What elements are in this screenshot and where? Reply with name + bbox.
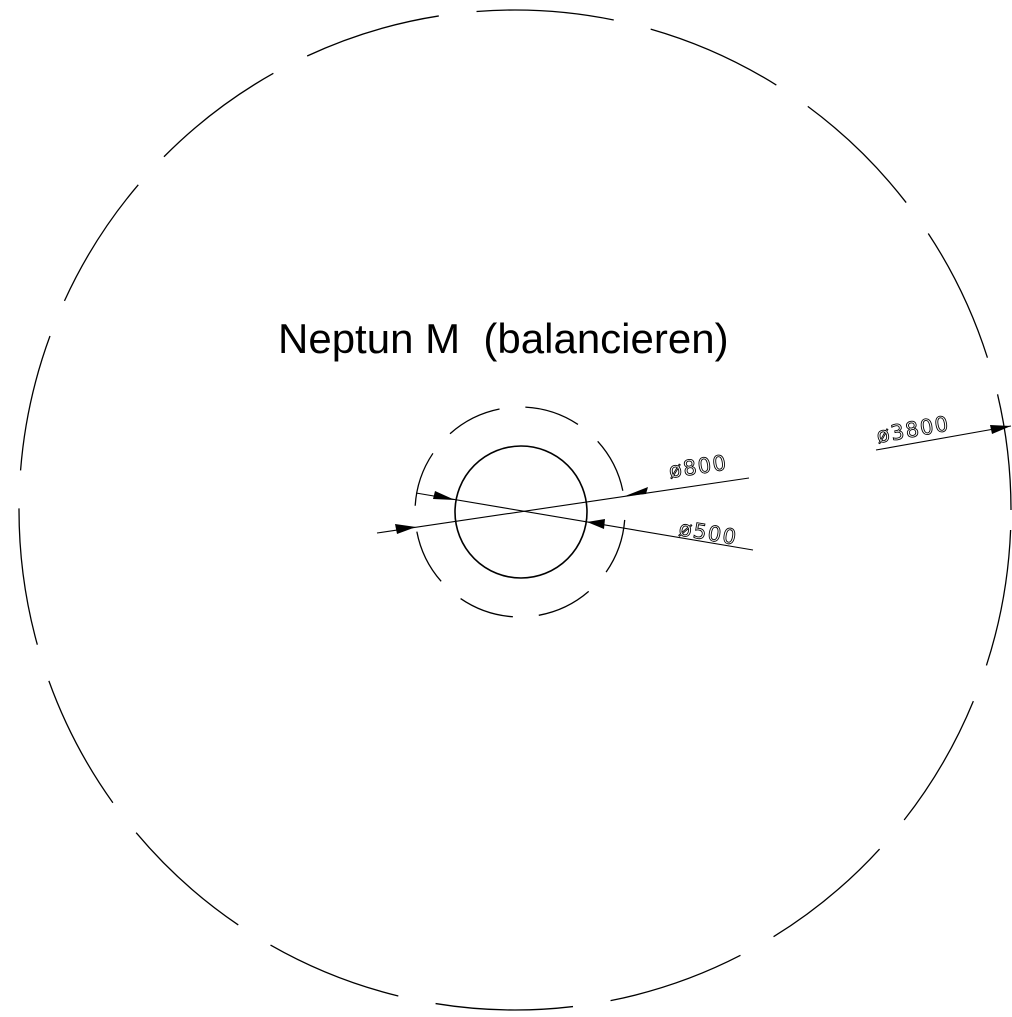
arrowhead-800-right <box>625 487 648 496</box>
inner-solid-circle <box>454 445 588 579</box>
dimension-label-500: ø500 <box>677 516 739 549</box>
dimension-3800: ø3800 <box>874 411 1012 451</box>
dimension-line-800 <box>376 477 750 534</box>
outer-dashed-circle <box>18 9 1012 1011</box>
dimension-500: ø500 <box>415 491 754 551</box>
dimension-label-3800: ø3800 <box>875 411 952 447</box>
arrowhead-500-left <box>433 491 455 500</box>
drawing-title: Neptun M (balancieren) <box>278 315 729 362</box>
dimension-line-3800 <box>875 425 1012 451</box>
dimension-label-800: ø800 <box>667 451 729 483</box>
arrowhead-800-left <box>395 524 416 534</box>
arrowhead-500-right <box>587 519 605 529</box>
arrowhead-3800 <box>990 425 1011 434</box>
dimension-line-500 <box>415 492 754 551</box>
